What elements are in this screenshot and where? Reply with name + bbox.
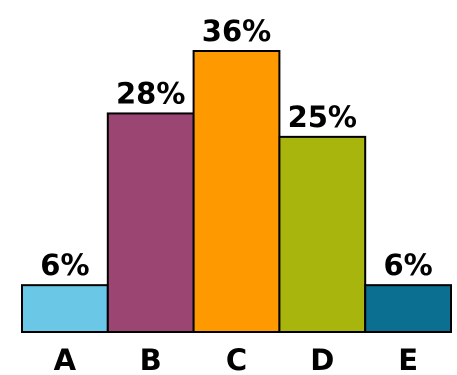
value-label-c: 36% bbox=[202, 14, 271, 48]
category-label-d: D bbox=[310, 343, 334, 375]
bars-group bbox=[21, 50, 453, 333]
category-labels-group: A B C D E bbox=[54, 343, 418, 375]
bar-d bbox=[278, 135, 367, 333]
value-label-d: 25% bbox=[288, 100, 357, 134]
category-label-b: B bbox=[140, 343, 162, 375]
value-label-e: 6% bbox=[383, 248, 432, 282]
category-label-c: C bbox=[226, 343, 247, 375]
value-label-a: 6% bbox=[40, 248, 89, 282]
category-label-e: E bbox=[398, 343, 418, 375]
bar-a bbox=[21, 284, 109, 333]
value-label-b: 28% bbox=[116, 76, 185, 110]
bar-c bbox=[192, 50, 281, 333]
category-label-a: A bbox=[54, 343, 77, 375]
value-labels-group: 6% 28% 36% 25% 6% bbox=[40, 14, 432, 282]
bar-b bbox=[106, 112, 195, 333]
bar-e bbox=[364, 284, 453, 333]
